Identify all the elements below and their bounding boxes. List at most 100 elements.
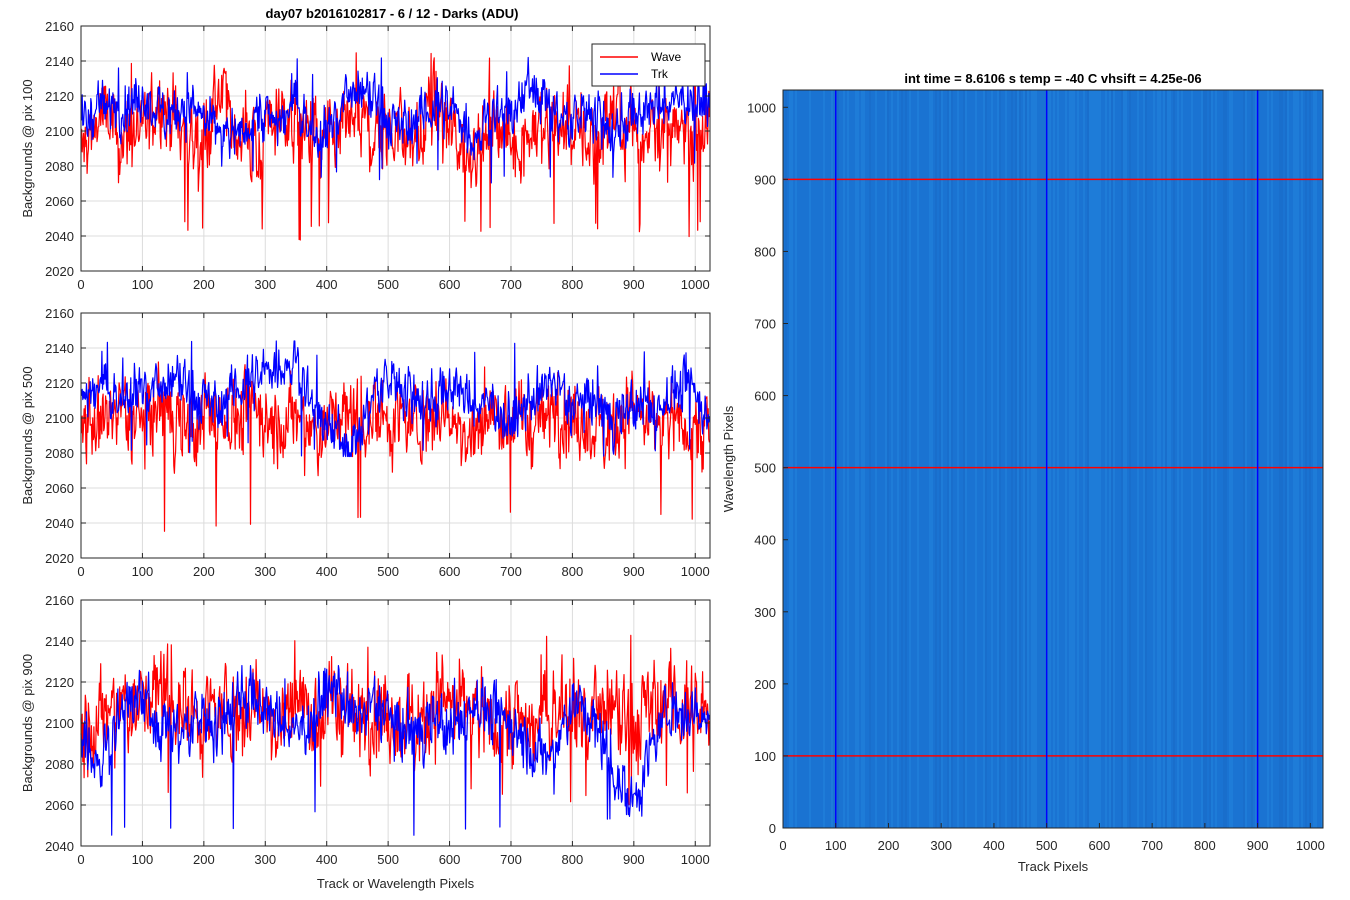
heatmap-column — [937, 90, 939, 828]
y-tick-label: 700 — [754, 317, 776, 332]
x-tick-label: 600 — [439, 564, 461, 579]
x-tick-label: 0 — [77, 277, 84, 292]
heatmap-column — [1133, 90, 1135, 828]
heatmap-column — [1189, 90, 1191, 828]
heatmap-column — [1231, 90, 1233, 828]
heatmap-column — [1237, 90, 1239, 828]
heatmap-column — [911, 90, 913, 828]
x-tick-label: 600 — [439, 852, 461, 867]
heatmap-column — [1159, 90, 1161, 828]
heatmap-column — [1087, 90, 1089, 828]
series-line-wave — [80, 634, 710, 806]
heatmap-column — [1031, 90, 1033, 828]
heatmap-column — [1217, 90, 1219, 828]
heatmap-column — [903, 90, 905, 828]
y-tick-label: 2140 — [45, 634, 74, 649]
heatmap-column — [1277, 90, 1279, 828]
heatmap-title: int time = 8.6106 s temp = -40 C vhsift … — [904, 71, 1201, 86]
series-line-trk — [80, 340, 710, 458]
heatmap-column — [1259, 90, 1261, 828]
heatmap-column — [1287, 90, 1289, 828]
heatmap-column — [1077, 90, 1079, 828]
y-tick-label: 2140 — [45, 341, 74, 356]
y-tick-label: 2160 — [45, 593, 74, 608]
heatmap-column — [967, 90, 969, 828]
heatmap-column — [1021, 90, 1023, 828]
heatmap-column — [1049, 90, 1051, 828]
heatmap-column — [847, 90, 849, 828]
heatmap-column — [983, 90, 985, 828]
heatmap-column — [829, 90, 831, 828]
x-tick-label: 1000 — [1296, 838, 1325, 853]
heatmap-column — [815, 90, 817, 828]
heatmap-column — [897, 90, 899, 828]
heatmap-column — [1117, 90, 1119, 828]
heatmap-column — [1181, 90, 1183, 828]
heatmap-column — [867, 90, 869, 828]
heatmap-column — [817, 90, 819, 828]
heatmap-column — [1091, 90, 1093, 828]
heatmap-column — [1123, 90, 1125, 828]
heatmap-column — [873, 90, 875, 828]
heatmap-column — [807, 90, 809, 828]
heatmap-column — [1075, 90, 1077, 828]
x-tick-label: 800 — [562, 852, 584, 867]
heatmap-column — [1127, 90, 1129, 828]
heatmap-column — [975, 90, 977, 828]
heatmap-column — [805, 90, 807, 828]
heatmap-column — [1139, 90, 1141, 828]
heatmap-column — [893, 90, 895, 828]
y-tick-label: 100 — [754, 749, 776, 764]
heatmap-column — [1015, 90, 1017, 828]
heatmap-column — [1183, 90, 1185, 828]
x-tick-label: 600 — [1089, 838, 1111, 853]
heatmap-column — [789, 90, 791, 828]
heatmap-column — [935, 90, 937, 828]
heatmap-frame — [782, 89, 1324, 829]
heatmap-column — [1095, 90, 1097, 828]
heatmap-column — [1149, 90, 1151, 828]
y-tick-label: 2160 — [45, 19, 74, 34]
x-tick-label: 800 — [562, 564, 584, 579]
heatmap-column — [1063, 90, 1065, 828]
y-tick-label: 2020 — [45, 551, 74, 566]
heatmap-column — [1207, 90, 1209, 828]
heatmap-column — [857, 90, 859, 828]
heatmap-column — [1253, 90, 1255, 828]
heatmap-column — [1101, 90, 1103, 828]
heatmap-column — [1225, 90, 1227, 828]
heatmap-column — [1163, 90, 1165, 828]
heatmap-column — [917, 90, 919, 828]
heatmap-column — [1289, 90, 1291, 828]
heatmap-column — [853, 90, 855, 828]
heatmap-column — [919, 90, 921, 828]
heatmap-column — [1295, 90, 1297, 828]
heatmap-column — [941, 90, 943, 828]
heatmap-column — [973, 90, 975, 828]
heatmap-column — [1235, 90, 1237, 828]
heatmap-column — [1305, 90, 1307, 828]
heatmap-column — [881, 90, 883, 828]
heatmap-column — [1265, 90, 1267, 828]
legend-label-trk: Trk — [651, 67, 669, 81]
heatmap-column — [1211, 90, 1213, 828]
heatmap-column — [1213, 90, 1215, 828]
x-tick-label: 900 — [623, 564, 645, 579]
heatmap-column — [951, 90, 953, 828]
y-tick-label: 2060 — [45, 798, 74, 813]
y-tick-label: 2100 — [45, 124, 74, 139]
heatmap-column — [827, 90, 829, 828]
y-tick-label: 300 — [754, 605, 776, 620]
x-tick-label: 500 — [377, 564, 399, 579]
x-tick-label: 0 — [779, 838, 786, 853]
y-tick-label: 600 — [754, 389, 776, 404]
y-tick-label: 2140 — [45, 54, 74, 69]
heatmap-column — [1197, 90, 1199, 828]
heatmap-column — [997, 90, 999, 828]
heatmap-column — [1145, 90, 1147, 828]
heatmap-column — [1173, 90, 1175, 828]
x-tick-label: 200 — [878, 838, 900, 853]
y-tick-label: 2120 — [45, 376, 74, 391]
x-tick-label: 1000 — [681, 852, 710, 867]
heatmap-column — [1309, 90, 1311, 828]
